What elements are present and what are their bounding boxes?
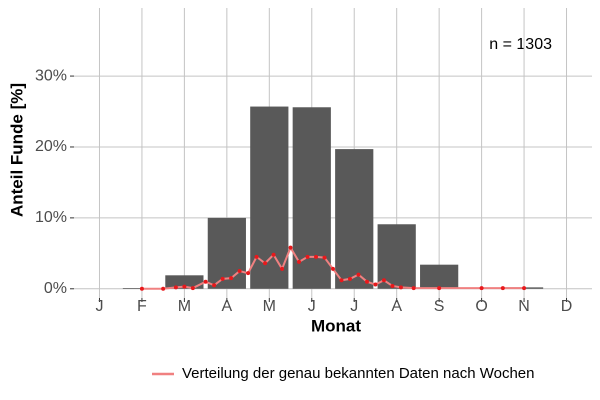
x-tick-label: O bbox=[475, 298, 487, 315]
point bbox=[373, 282, 378, 287]
point bbox=[271, 252, 276, 257]
point bbox=[331, 266, 335, 271]
point bbox=[280, 266, 285, 271]
x-tick-label: S bbox=[434, 298, 445, 315]
x-tick-label: J bbox=[95, 298, 103, 315]
point bbox=[263, 261, 268, 266]
x-tick-label: A bbox=[391, 298, 402, 315]
x-tick-label: A bbox=[222, 298, 233, 315]
x-tick-label: F bbox=[137, 298, 147, 315]
point bbox=[398, 285, 403, 290]
point bbox=[305, 254, 310, 259]
point bbox=[339, 278, 344, 283]
point bbox=[237, 269, 242, 274]
point bbox=[381, 278, 386, 283]
annotation: n = 1303 bbox=[489, 36, 552, 53]
point bbox=[297, 259, 302, 264]
x-tick-label: J bbox=[350, 298, 358, 315]
legend-label: Verteilung der genau bekannten Daten nac… bbox=[182, 365, 535, 382]
x-tick-label: M bbox=[178, 298, 191, 315]
point bbox=[347, 276, 352, 281]
bar bbox=[335, 149, 374, 289]
point bbox=[500, 286, 505, 291]
y-tick-label: 30% bbox=[35, 67, 67, 84]
point bbox=[437, 286, 442, 291]
bar bbox=[250, 106, 289, 289]
point bbox=[139, 286, 144, 291]
y-tick-label: 10% bbox=[35, 209, 67, 226]
point bbox=[314, 254, 319, 259]
x-tick-label: M bbox=[263, 298, 276, 315]
y-tick-label: 0% bbox=[44, 280, 67, 297]
point bbox=[190, 286, 195, 291]
point bbox=[229, 276, 234, 281]
y-axis-label: Anteil Funde [%] bbox=[7, 83, 26, 217]
point bbox=[411, 286, 416, 291]
point bbox=[161, 286, 166, 291]
point bbox=[254, 254, 259, 259]
bar bbox=[165, 275, 204, 289]
point bbox=[522, 286, 527, 291]
point bbox=[203, 279, 208, 284]
y-tick-label: 20% bbox=[35, 138, 67, 155]
x-tick-label: D bbox=[561, 298, 573, 315]
point bbox=[173, 285, 178, 290]
line bbox=[141, 245, 525, 290]
point bbox=[220, 276, 225, 281]
bar bbox=[207, 217, 246, 289]
bar bbox=[420, 264, 459, 289]
bar bbox=[377, 224, 416, 289]
point bbox=[364, 279, 369, 284]
point bbox=[246, 271, 251, 276]
point bbox=[390, 283, 395, 288]
x-axis-label: Monat bbox=[311, 316, 361, 335]
point bbox=[479, 286, 484, 291]
point bbox=[356, 272, 361, 277]
point bbox=[182, 284, 187, 289]
point bbox=[212, 283, 217, 288]
point bbox=[322, 255, 327, 260]
point bbox=[288, 245, 293, 250]
x-tick-label: N bbox=[518, 298, 530, 315]
x-tick-label: J bbox=[308, 298, 316, 315]
